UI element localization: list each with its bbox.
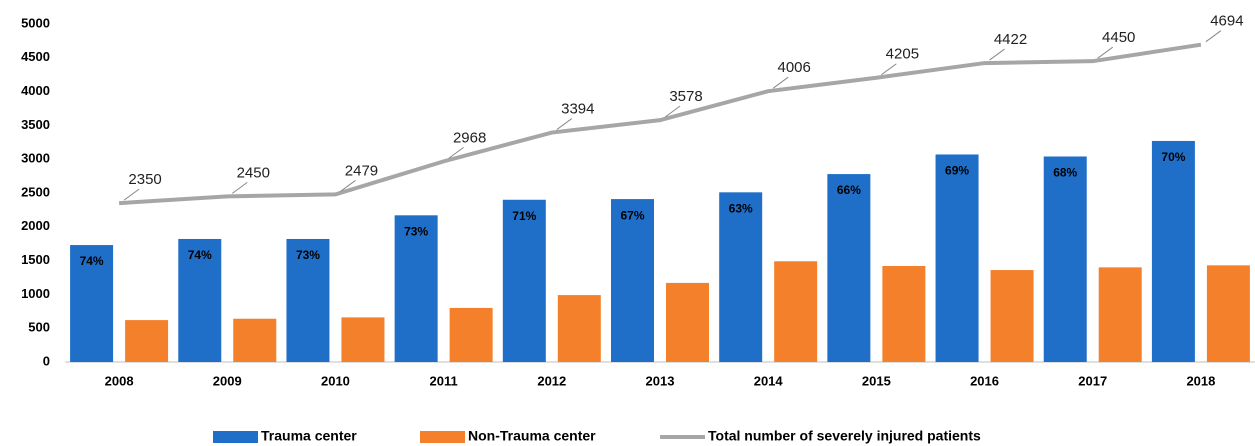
data-label: 3394 <box>561 101 594 118</box>
leader-line <box>231 181 248 194</box>
leader-line <box>1097 46 1114 59</box>
data-label: 4422 <box>994 31 1027 48</box>
bar <box>70 245 114 362</box>
line <box>118 42 1202 206</box>
y-tick-label: 1500 <box>21 252 50 267</box>
legend-label: Non-Trauma center <box>468 428 596 444</box>
x-tick-label: 2008 <box>105 373 134 388</box>
bar <box>774 261 818 362</box>
bar <box>935 154 979 362</box>
x-tick-label: 2016 <box>970 373 999 388</box>
data-label: 4450 <box>1102 29 1135 46</box>
legend-swatch <box>420 431 465 443</box>
leader-line <box>340 180 356 192</box>
bar-annotation: 73% <box>404 224 428 238</box>
legend-swatch <box>213 431 258 443</box>
bar-annotation: 66% <box>837 183 861 197</box>
data-label: 3578 <box>669 88 702 105</box>
bar-annotation: 67% <box>620 208 644 222</box>
bar <box>341 317 385 362</box>
bar <box>1151 140 1195 362</box>
bar <box>719 192 763 362</box>
bar-annotation: 73% <box>296 248 320 262</box>
leader-line <box>556 118 573 130</box>
bar <box>1098 267 1142 362</box>
data-label: 4694 <box>1210 13 1243 30</box>
y-tick-label: 5000 <box>21 15 50 30</box>
x-tick-label: 2013 <box>646 373 675 388</box>
bar <box>666 282 709 362</box>
y-tick-label: 2000 <box>21 218 50 233</box>
y-tick-label: 0 <box>43 353 50 368</box>
bar-annotation: 74% <box>188 248 212 262</box>
x-tick-label: 2017 <box>1078 373 1107 388</box>
leader-line <box>1205 30 1222 43</box>
data-label: 2479 <box>345 162 378 179</box>
bar <box>611 199 654 362</box>
legend-label: Trauma center <box>261 428 357 444</box>
x-tick-label: 2012 <box>537 373 566 388</box>
leader-line <box>989 48 1005 61</box>
bar-annotation: 70% <box>1161 150 1185 164</box>
y-tick-label: 3500 <box>21 117 50 132</box>
bar <box>502 199 546 362</box>
x-tick-label: 2009 <box>213 373 242 388</box>
x-tick-label: 2018 <box>1186 373 1215 388</box>
bar <box>1043 156 1087 362</box>
x-tick-label: 2014 <box>754 373 784 388</box>
y-tick-label: 4000 <box>21 83 50 98</box>
x-tick-label: 2015 <box>862 373 891 388</box>
leader-line <box>664 105 681 118</box>
y-tick-label: 2500 <box>21 184 50 199</box>
bar <box>827 174 871 362</box>
bar <box>233 318 277 362</box>
bar <box>882 266 926 362</box>
data-label: 2350 <box>128 171 161 188</box>
bar-annotation: 74% <box>80 254 104 268</box>
leader-line <box>772 76 789 89</box>
bar-annotation: 68% <box>1053 166 1077 180</box>
data-label: 4205 <box>886 46 919 63</box>
leader-line <box>881 63 897 76</box>
data-label: 2968 <box>453 129 486 146</box>
data-label: 2450 <box>237 164 270 181</box>
bar <box>449 307 493 362</box>
data-label: 4006 <box>777 59 810 76</box>
bar-annotation: 71% <box>512 209 536 223</box>
y-tick-label: 3000 <box>21 151 50 166</box>
bar <box>125 320 169 362</box>
x-tick-label: 2010 <box>321 373 350 388</box>
leader-line <box>123 188 140 201</box>
legend-label: Total number of severely injured patient… <box>708 428 981 444</box>
x-tick-label: 2011 <box>430 373 458 388</box>
y-tick-label: 500 <box>28 320 50 335</box>
bar <box>1206 265 1250 362</box>
bar <box>557 295 601 362</box>
y-tick-label: 1000 <box>21 286 50 301</box>
bar-annotation: 63% <box>729 201 753 215</box>
y-tick-label: 4500 <box>21 49 50 64</box>
leader-line <box>448 146 464 159</box>
bar <box>394 215 438 362</box>
bar <box>178 238 222 362</box>
bar-annotation: 69% <box>945 164 969 178</box>
bar <box>990 270 1034 362</box>
bar <box>286 238 330 362</box>
